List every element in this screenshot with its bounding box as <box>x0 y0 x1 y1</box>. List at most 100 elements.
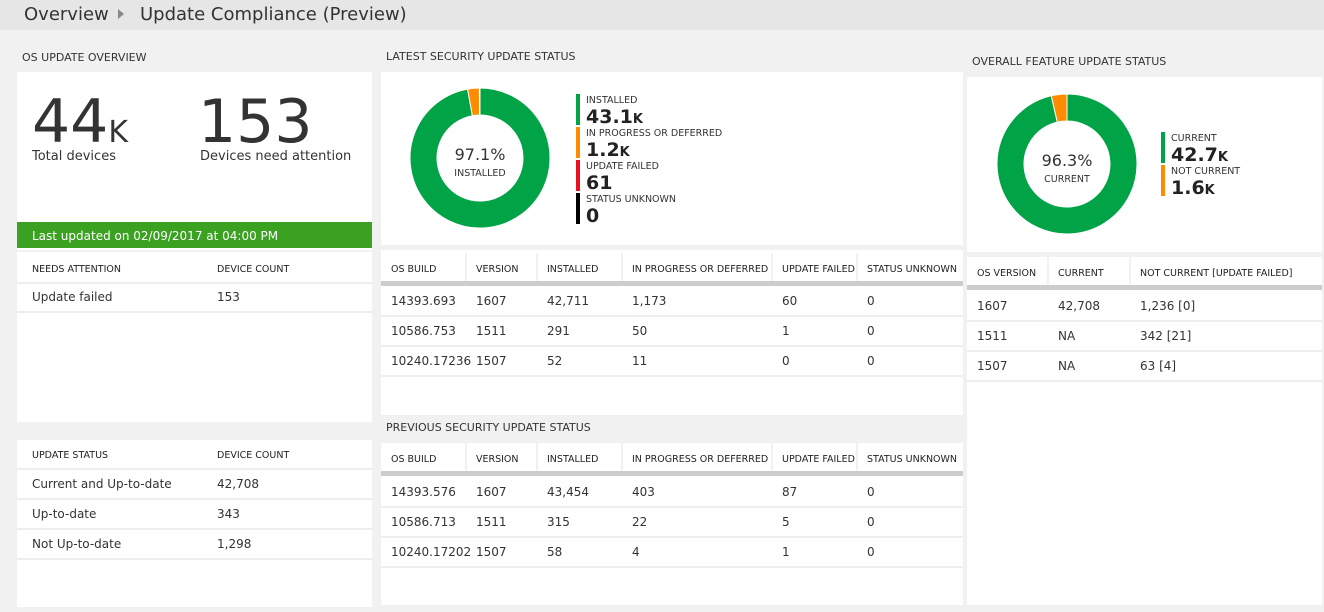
table-cell: 1507 <box>476 545 507 559</box>
stat-value: 44K <box>32 87 129 157</box>
legend-label: IN PROGRESS OR DEFERRED <box>586 128 722 139</box>
table-cell: 1511 <box>476 515 507 529</box>
card <box>17 252 372 422</box>
table-cell: 1507 <box>476 354 507 368</box>
table-cell: 22 <box>632 515 647 529</box>
table-cell: 42,708 <box>217 477 259 491</box>
stat-number: 44 <box>32 87 108 157</box>
table-cell: 1607 <box>476 485 507 499</box>
table-cell: 0 <box>867 294 875 308</box>
section-title: OVERALL FEATURE UPDATE STATUS <box>972 55 1166 68</box>
table-cell: 58 <box>547 545 562 559</box>
donut-center-value: 97.1% <box>455 145 506 164</box>
table-cell: 0 <box>867 545 875 559</box>
table-cell: NA <box>1058 359 1076 373</box>
table-cell: 14393.576 <box>391 485 456 499</box>
column-header: OS VERSION <box>977 268 1036 279</box>
donut-segment <box>478 87 481 116</box>
column-header: NEEDS ATTENTION <box>32 264 121 275</box>
table-cell: 5 <box>782 515 790 529</box>
table-cell: 42,708 <box>1058 299 1100 313</box>
breadcrumb-item[interactable]: Overview <box>24 4 109 25</box>
column-header: OS BUILD <box>391 264 436 275</box>
table-cell: 63 [4] <box>1140 359 1176 373</box>
stat-label: Total devices <box>31 149 116 164</box>
table-cell: 1511 <box>476 324 507 338</box>
stat-label: Devices need attention <box>200 149 351 164</box>
table-cell: 1607 <box>476 294 507 308</box>
table-cell: 0 <box>867 324 875 338</box>
column-header: VERSION <box>476 264 519 275</box>
column-header: INSTALLED <box>547 264 598 275</box>
header-separator <box>381 281 963 286</box>
table-cell: 1511 <box>977 329 1008 343</box>
table-cell: 291 <box>547 324 570 338</box>
table-cell: 87 <box>782 485 797 499</box>
legend-number: 42.7 <box>1171 144 1218 166</box>
table-cell: 1 <box>782 545 790 559</box>
column-header: UPDATE FAILED <box>782 454 855 465</box>
column-header: IN PROGRESS OR DEFERRED <box>632 264 768 275</box>
table-cell: 1,298 <box>217 537 251 551</box>
table-cell: 1507 <box>977 359 1008 373</box>
table-cell: 50 <box>632 324 647 338</box>
column-header: IN PROGRESS OR DEFERRED <box>632 454 768 465</box>
legend-value: 42.7K <box>1171 144 1229 166</box>
last-updated: Last updated on 02/09/2017 at 04:00 PM <box>32 229 278 243</box>
table-cell: Up-to-date <box>32 507 96 521</box>
table-cell: 1 <box>782 324 790 338</box>
stat-value: 153 <box>198 87 313 157</box>
breadcrumb-separator <box>118 9 124 19</box>
legend-label: STATUS UNKNOWN <box>586 194 676 205</box>
column-header: CURRENT <box>1058 268 1104 279</box>
table-cell: 315 <box>547 515 570 529</box>
table-cell: 0 <box>867 515 875 529</box>
legend-swatch <box>576 193 580 224</box>
breadcrumb-item: Update Compliance (Preview) <box>140 4 407 25</box>
header-separator <box>381 471 963 476</box>
table-cell: Current and Up-to-date <box>32 477 172 491</box>
legend-unit: K <box>633 112 644 127</box>
table-cell: 0 <box>782 354 790 368</box>
legend-unit: K <box>1205 183 1216 198</box>
section-title: OS UPDATE OVERVIEW <box>22 51 147 64</box>
table-cell: 342 [21] <box>1140 329 1191 343</box>
legend-unit: K <box>620 145 631 160</box>
donut-center-label: INSTALLED <box>454 168 505 179</box>
table-cell: 0 <box>867 354 875 368</box>
table-cell: 1,236 [0] <box>1140 299 1195 313</box>
column-header: DEVICE COUNT <box>217 264 289 275</box>
card <box>381 443 963 605</box>
section-title: LATEST SECURITY UPDATE STATUS <box>386 50 575 63</box>
legend-swatch <box>576 94 580 125</box>
table-cell: 0 <box>867 485 875 499</box>
table-cell: 43,454 <box>547 485 589 499</box>
table-cell: NA <box>1058 329 1076 343</box>
table-cell: 42,711 <box>547 294 589 308</box>
legend-value: 61 <box>586 172 612 194</box>
legend-value: 0 <box>586 205 599 227</box>
card <box>17 440 372 607</box>
table-cell: Update failed <box>32 290 113 304</box>
legend-label: CURRENT <box>1171 133 1217 144</box>
legend-swatch <box>576 127 580 158</box>
donut-segment <box>409 87 551 229</box>
legend-number: 43.1 <box>586 106 633 128</box>
donut-segment <box>1050 93 1068 123</box>
column-header: UPDATE FAILED <box>782 264 855 275</box>
table-cell: 1,173 <box>632 294 666 308</box>
table-cell: 403 <box>632 485 655 499</box>
legend-number: 1.6 <box>1171 177 1205 199</box>
header-bar <box>0 0 1324 30</box>
donut-center-value: 96.3% <box>1042 151 1093 170</box>
legend-number: 61 <box>586 172 612 194</box>
table-cell: Not Up-to-date <box>32 537 121 551</box>
column-header: NOT CURRENT [UPDATE FAILED] <box>1140 268 1292 279</box>
legend-label: INSTALLED <box>586 95 637 106</box>
table-cell: 10240.17202 <box>391 545 471 559</box>
stat-unit: K <box>108 115 129 150</box>
column-header: DEVICE COUNT <box>217 450 289 461</box>
card <box>967 77 1322 252</box>
table-cell: 14393.693 <box>391 294 456 308</box>
